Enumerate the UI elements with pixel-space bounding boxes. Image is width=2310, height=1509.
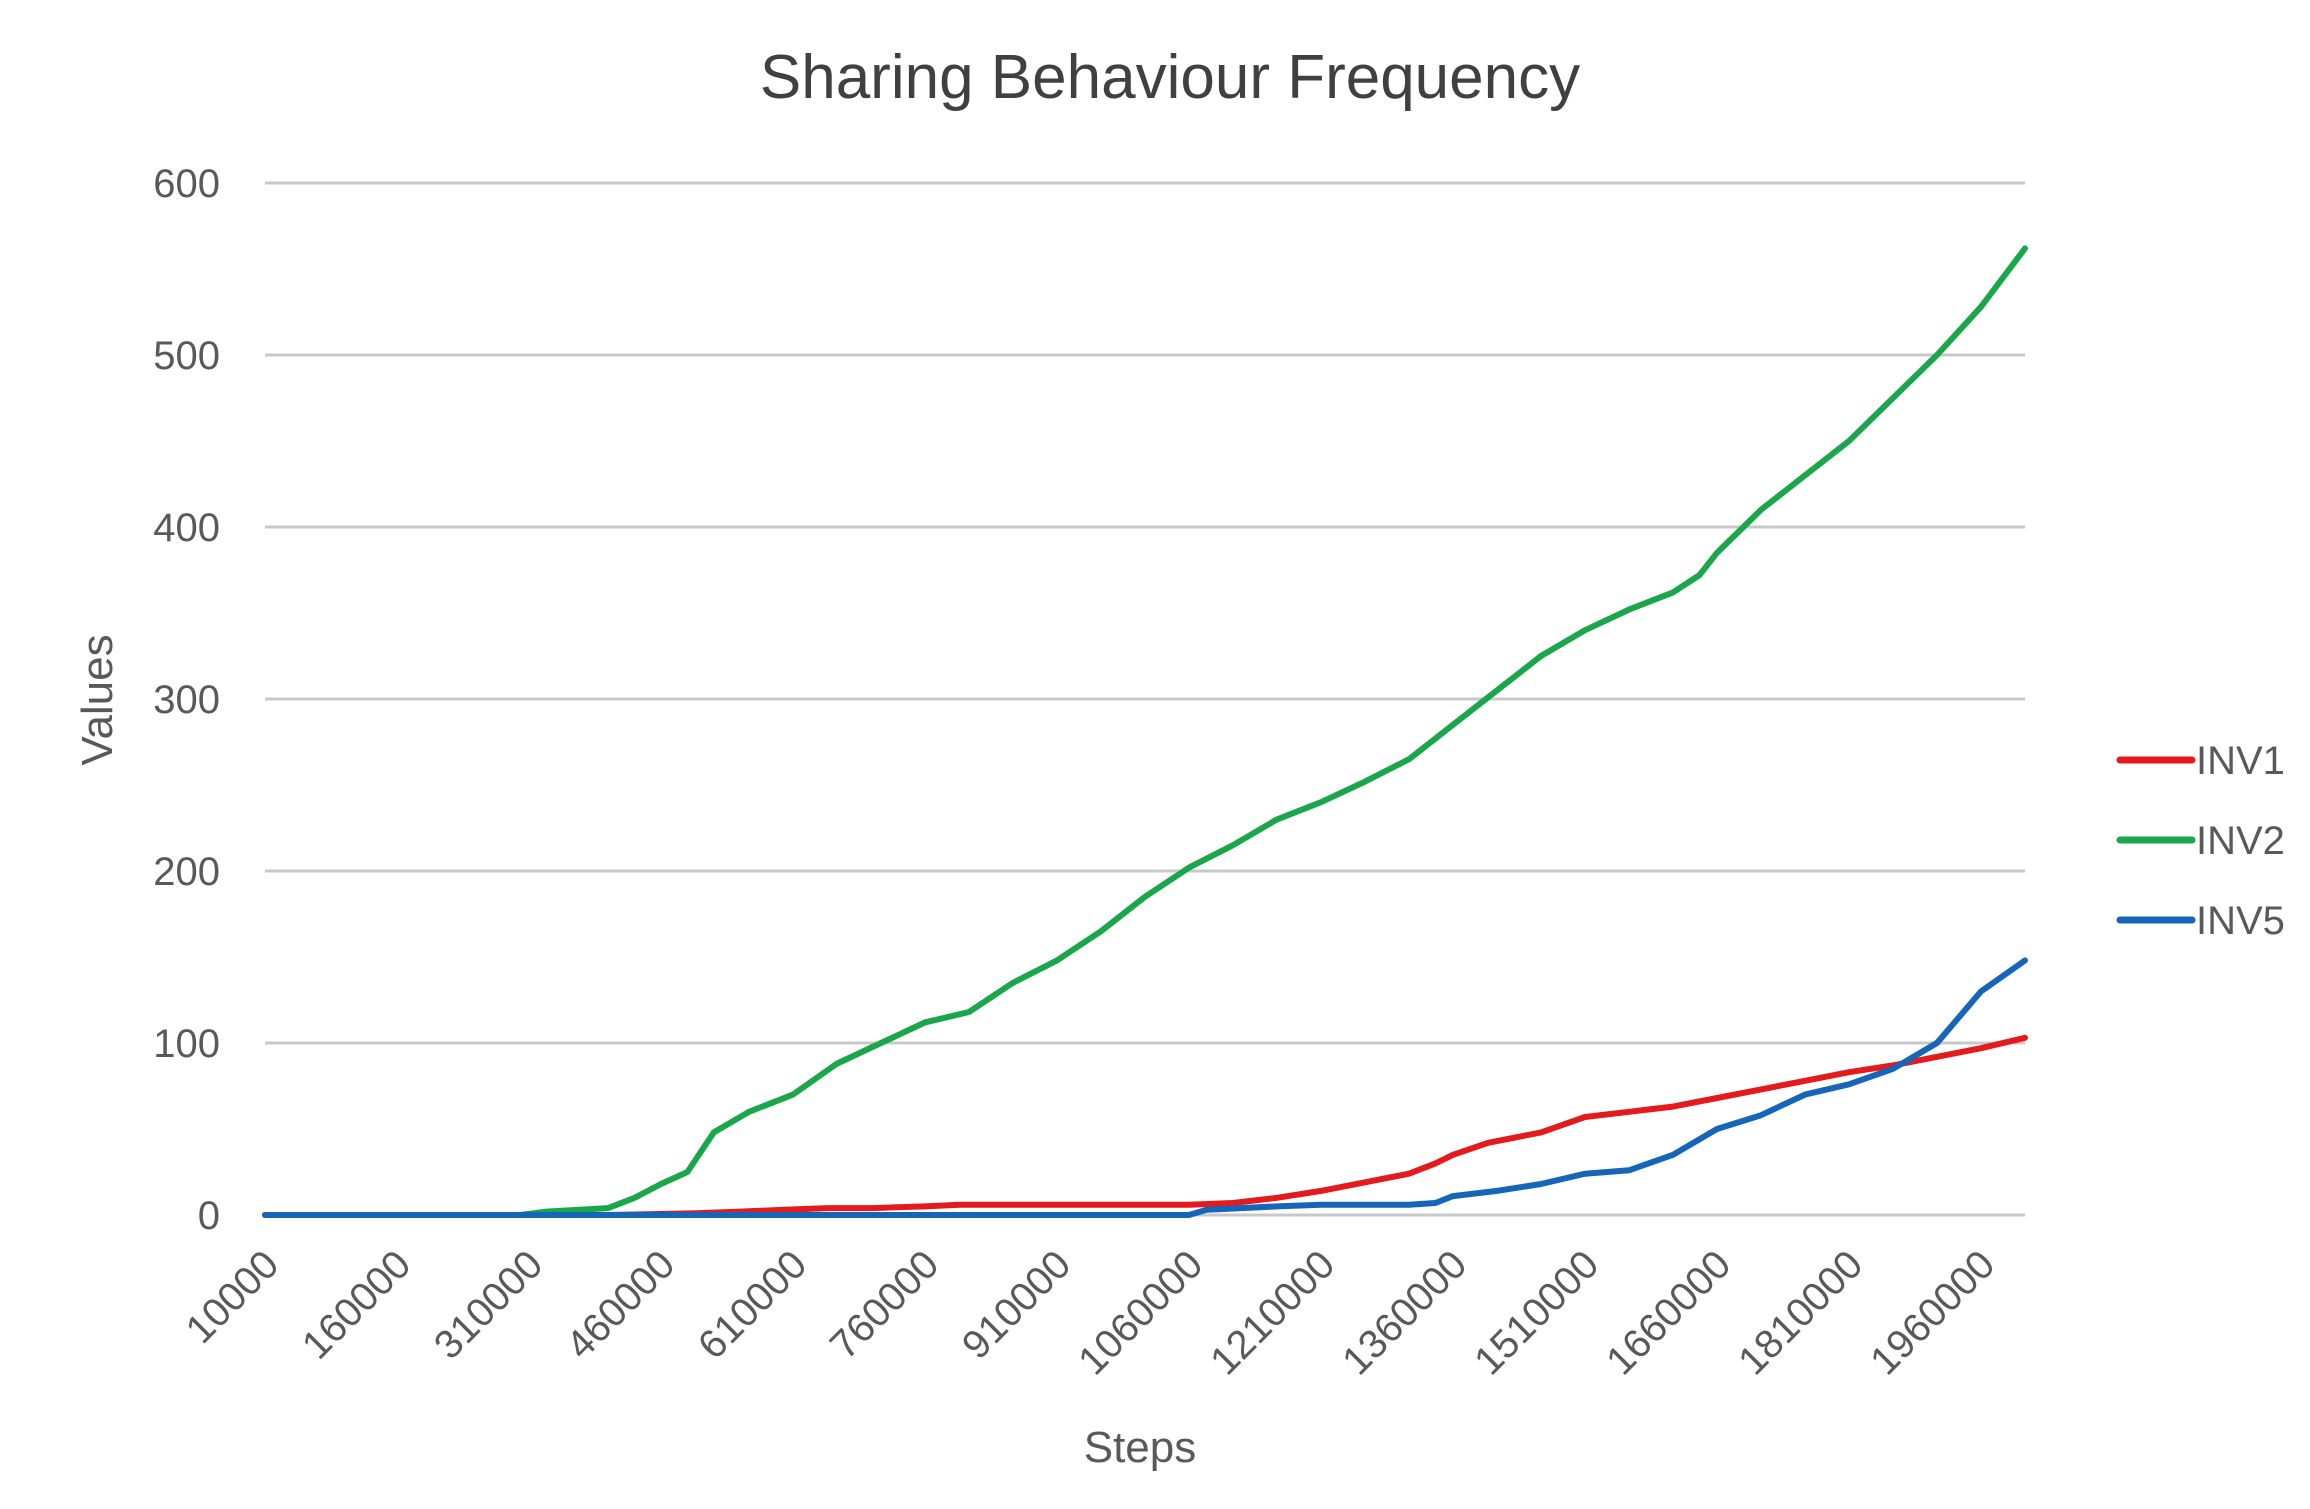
- series-line-inv2: [262, 245, 2028, 1218]
- x-axis-ticks: 10000 160000 310000 460000 610000 760000 91000…: [178, 1242, 2004, 1383]
- legend: INV1 INV2 INV5: [2116, 739, 2285, 943]
- x-tick-label: 310000: [426, 1242, 552, 1368]
- x-axis-title: Steps: [1084, 1423, 1197, 1472]
- y-axis-title: Values: [73, 634, 122, 765]
- y-axis-ticks: 0 100 200 300 400 500 600: [153, 162, 220, 1238]
- y-tick-label: 300: [153, 678, 220, 722]
- y-tick-label: 200: [153, 850, 220, 894]
- chart-title: Sharing Behaviour Frequency: [760, 43, 1580, 112]
- x-tick-label: 1210000: [1202, 1242, 1343, 1383]
- x-tick-label: 610000: [690, 1242, 816, 1368]
- x-tick-label: 460000: [558, 1242, 684, 1368]
- series-lines: [262, 245, 2028, 1218]
- x-tick-label: 910000: [954, 1242, 1080, 1368]
- legend-label-inv5: INV5: [2196, 899, 2285, 943]
- x-tick-label: 160000: [294, 1242, 420, 1368]
- y-tick-label: 400: [153, 506, 220, 550]
- legend-label-inv1: INV1: [2196, 739, 2285, 783]
- series-line-inv5: [262, 957, 2028, 1218]
- x-tick-label: 1510000: [1466, 1242, 1607, 1383]
- y-tick-label: 600: [153, 162, 220, 206]
- x-tick-label: 1360000: [1334, 1242, 1475, 1383]
- y-tick-label: 100: [153, 1022, 220, 1066]
- y-tick-label: 500: [153, 334, 220, 378]
- gridlines: [265, 181, 2025, 1217]
- x-tick-label: 1810000: [1730, 1242, 1871, 1383]
- series-line-inv1: [262, 1034, 2028, 1218]
- x-tick-label: 760000: [822, 1242, 948, 1368]
- x-tick-label: 10000: [178, 1242, 288, 1352]
- y-tick-label: 0: [198, 1194, 220, 1238]
- legend-label-inv2: INV2: [2196, 819, 2285, 863]
- x-tick-label: 1060000: [1070, 1242, 1211, 1383]
- x-tick-label: 1960000: [1862, 1242, 2003, 1383]
- x-tick-label: 1660000: [1598, 1242, 1739, 1383]
